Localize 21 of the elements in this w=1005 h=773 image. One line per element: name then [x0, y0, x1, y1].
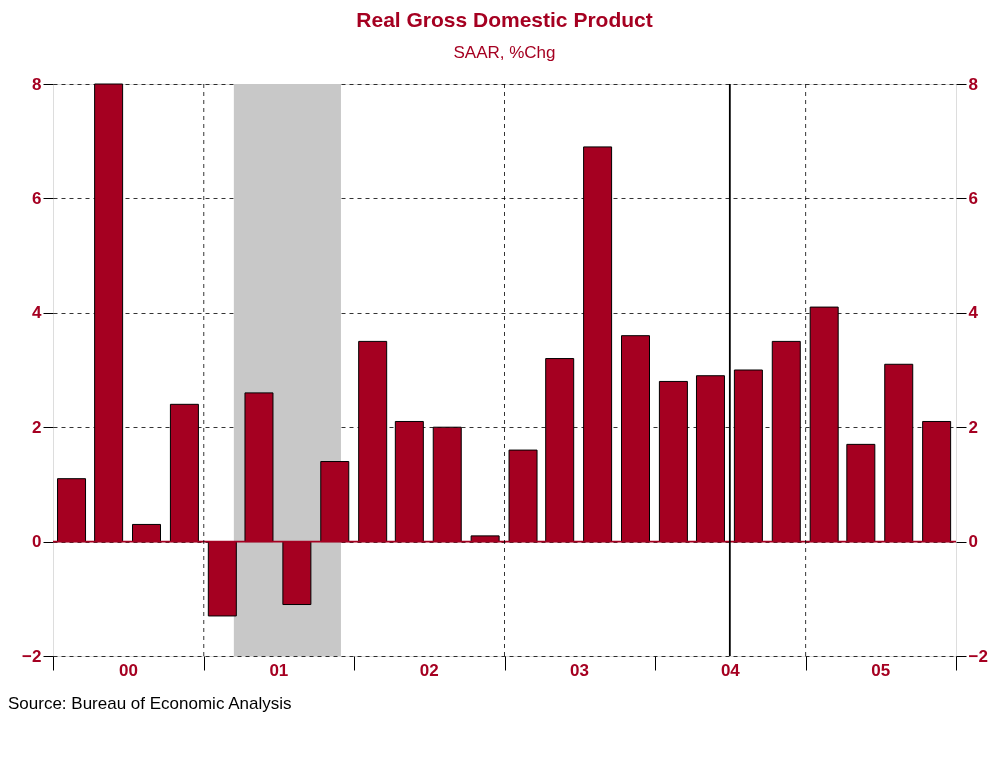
y2-tick-label: 6	[968, 188, 978, 208]
y2-tick-label: −2	[968, 646, 988, 666]
y-tick-label: 8	[32, 74, 42, 94]
x-tick-label: 00	[119, 660, 138, 680]
y-tick-label: 2	[32, 417, 42, 437]
chart-subtitle: SAAR, %Chg	[453, 43, 556, 62]
y2-tick-label: 8	[968, 74, 978, 94]
y-tick-label: −2	[22, 646, 42, 666]
x-tick-label: 03	[570, 660, 590, 680]
y2-tick-label: 0	[968, 532, 978, 552]
y2-tick-label: 2	[968, 417, 978, 437]
y-tick-label: 4	[32, 303, 43, 323]
x-tick-label: 05	[871, 660, 891, 680]
y-tick-label: 6	[32, 188, 42, 208]
chart-title: Real Gross Domestic Product	[356, 8, 653, 31]
source-note: Source: Bureau of Economic Analysis	[8, 694, 292, 713]
x-tick-label: 04	[720, 660, 741, 680]
x-tick-label: 01	[269, 660, 289, 680]
y-tick-label: 0	[32, 532, 42, 552]
y2-tick-label: 4	[968, 303, 979, 323]
x-tick-label: 02	[419, 660, 439, 680]
